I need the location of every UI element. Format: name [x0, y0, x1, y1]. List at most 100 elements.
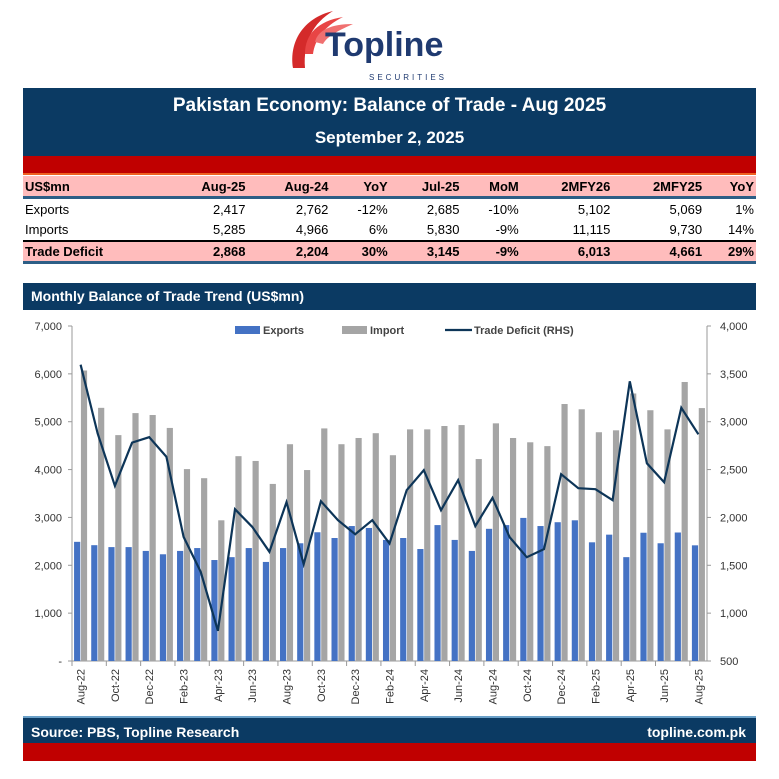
exports-bar — [245, 548, 252, 661]
imports-bar — [149, 415, 156, 661]
y-right-tick-label: 3,000 — [720, 417, 748, 429]
y-left-tick-label: 3,000 — [34, 512, 62, 524]
x-tick-label: Jun-24 — [453, 669, 465, 703]
exports-bar — [211, 560, 218, 661]
col-header: Jul-25 — [389, 176, 462, 199]
exports-bar — [537, 526, 544, 661]
imports-bar — [286, 444, 294, 661]
cell: Trade Deficit — [23, 239, 165, 264]
exports-bar — [74, 541, 81, 661]
y-right-tick-label: 1,500 — [720, 560, 748, 572]
report-date: September 2, 2025 — [314, 128, 465, 147]
imports-bar — [527, 442, 534, 661]
logo-swoosh-icon — [305, 17, 343, 54]
cell: 6,013 — [520, 239, 613, 264]
summary-table: US$mn Aug-25 Aug-24 YoY Jul-25 MoM 2MFY2… — [23, 176, 756, 264]
logo-name: Topline — [325, 26, 443, 64]
exports-bar — [159, 554, 167, 661]
legend-exports-swatch — [235, 326, 260, 334]
imports-bar — [458, 425, 465, 661]
table-row-imports: Imports 5,285 4,966 6% 5,830 -9% 11,115 9,730 14… — [23, 219, 756, 241]
cell: -9% — [461, 239, 521, 264]
y-left-tick-label: 2,000 — [34, 560, 62, 572]
imports-bar — [595, 432, 602, 661]
exports-bar — [331, 538, 338, 661]
imports-bar — [252, 460, 259, 661]
col-header: Aug-25 — [164, 176, 248, 199]
cell: -12% — [357, 201, 388, 217]
cell: 2,762 — [295, 201, 329, 217]
exports-bar — [314, 532, 321, 661]
imports-bar — [201, 478, 208, 661]
imports-bar — [544, 446, 551, 661]
y-left-tick-label: 5,000 — [34, 417, 62, 429]
imports-bar — [475, 459, 482, 661]
exports-bar — [108, 547, 115, 661]
imports-bar — [321, 428, 328, 661]
y-right-tick-label: 4,000 — [720, 321, 748, 333]
imports-bar — [235, 456, 242, 661]
imports-bar — [115, 435, 122, 661]
title-banner: Pakistan Economy: Balance of Trade - Aug… — [23, 88, 756, 156]
exports-bar — [606, 534, 613, 661]
x-tick-label: Dec-22 — [144, 669, 156, 704]
exports-bar — [674, 532, 681, 661]
source-note: Source: PBS, Topline Research — [31, 724, 240, 740]
cell: 1% — [735, 201, 754, 217]
exports-bar — [382, 539, 390, 661]
section-title: Monthly Balance of Trade Trend (US$mn) — [23, 283, 756, 310]
col-header: YoY — [330, 176, 390, 199]
cell: 5,102 — [577, 201, 611, 217]
exports-bar — [177, 550, 184, 661]
imports-bar — [372, 433, 379, 661]
exports-bar — [365, 527, 372, 661]
exports-bar — [640, 532, 647, 661]
y-left-tick-label: 1,000 — [34, 608, 62, 620]
cell: 2,204 — [247, 239, 331, 264]
imports-bar — [183, 469, 191, 661]
imports-bar — [355, 437, 362, 661]
imports-bar — [98, 407, 105, 661]
imports-bar — [269, 483, 276, 661]
exports-bar — [297, 543, 304, 661]
x-tick-label: Apr-23 — [213, 669, 225, 702]
exports-bar — [228, 557, 235, 661]
footer-bar: Source: PBS, Topline Research topline.co… — [23, 716, 756, 743]
imports-bar — [647, 410, 654, 661]
exports-bar — [142, 550, 149, 661]
y-right-tick-label: 500 — [720, 656, 738, 668]
y-right-tick-label: 3,500 — [720, 369, 748, 381]
col-header: YoY — [704, 176, 756, 199]
imports-bar — [664, 429, 671, 661]
legend-exports-label: Exports — [263, 325, 304, 337]
website-link[interactable]: topline.com.pk — [647, 724, 746, 740]
x-tick-label: Apr-24 — [419, 669, 431, 702]
imports-bar — [166, 427, 173, 661]
y-left-tick-label: 7,000 — [34, 321, 62, 333]
imports-bar — [80, 370, 88, 661]
exports-bar — [691, 545, 699, 661]
trade-deficit-line — [79, 364, 700, 632]
exports-bar — [657, 543, 664, 661]
exports-bar — [623, 557, 630, 661]
exports-bar — [554, 522, 561, 661]
x-tick-label: Feb-24 — [385, 669, 397, 704]
x-tick-label: Apr-25 — [625, 669, 637, 702]
y-right-tick-label: 1,000 — [720, 608, 748, 620]
cell: -9% — [495, 221, 519, 237]
imports-bar — [304, 470, 311, 661]
x-tick-label: Oct-22 — [110, 669, 122, 702]
imports-bar — [389, 455, 397, 661]
cell: Imports — [25, 221, 69, 237]
x-tick-label: Oct-23 — [316, 669, 328, 702]
y-right-tick-label: 2,000 — [720, 512, 748, 524]
x-tick-label: Oct-24 — [522, 669, 534, 702]
imports-bar — [578, 409, 585, 661]
imports-bar — [441, 426, 448, 661]
imports-bar — [630, 393, 637, 661]
x-tick-label: Dec-24 — [556, 669, 568, 704]
y-left-tick-label: - — [58, 656, 62, 668]
logo-swoosh-icon — [292, 11, 333, 68]
cell: 3,145 — [389, 239, 462, 264]
col-header: Aug-24 — [247, 176, 331, 199]
